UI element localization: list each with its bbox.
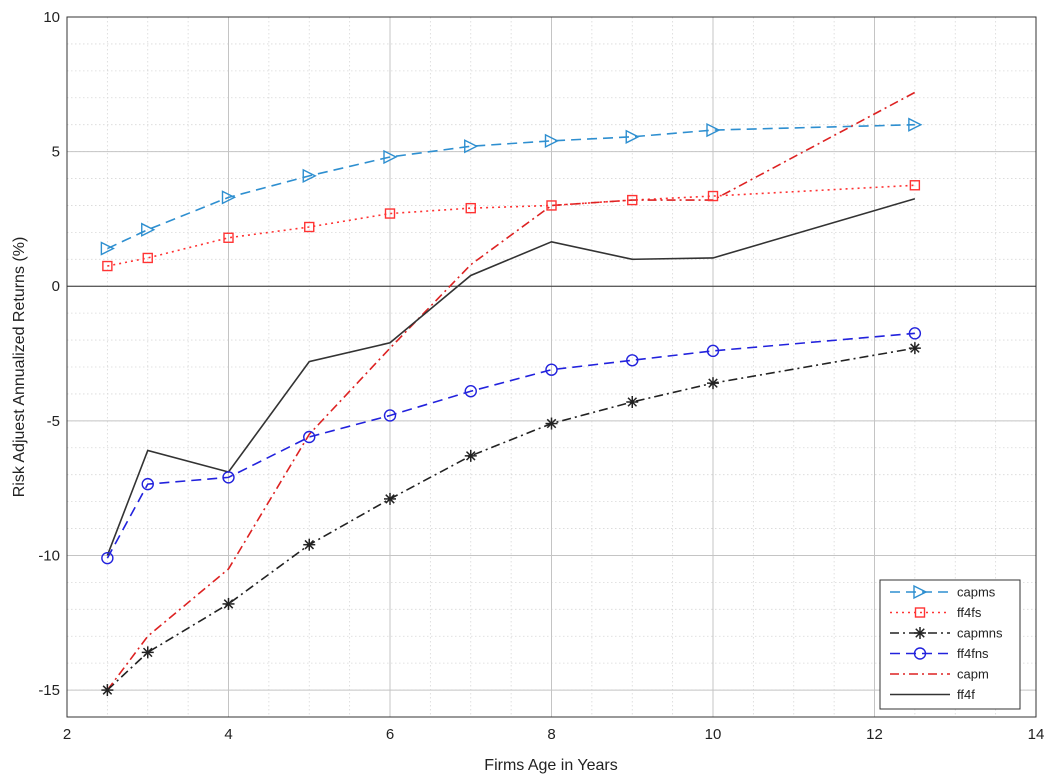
data-point-ff4fs (304, 221, 315, 233)
legend-entry-ff4f: ff4f (890, 687, 975, 702)
legend-label: capmns (957, 626, 1003, 641)
data-point-capmns (101, 684, 114, 697)
series-line-ff4fs (107, 184, 915, 267)
x-tick-label: 6 (386, 726, 394, 743)
data-point-ff4fns (464, 385, 477, 398)
x-axis-title: Firms Age in Years (484, 757, 617, 774)
data-point-capms (100, 241, 115, 256)
data-point-capms (544, 133, 560, 148)
series-line-ff4f (106, 197, 916, 556)
data-point-capmns (908, 342, 921, 355)
data-point-ff4fns (383, 409, 397, 422)
data-point-ff4fs (102, 260, 113, 272)
legend-label: capms (957, 585, 996, 600)
legend-label: capm (957, 667, 989, 682)
data-point-capmns (464, 449, 477, 462)
data-point-ff4fns (908, 327, 922, 340)
data-point-capmns (303, 538, 316, 551)
legend-marker (913, 584, 928, 600)
data-point-ff4fns (141, 477, 154, 491)
data-point-capmns (626, 396, 639, 408)
data-point-capms (464, 139, 479, 154)
legend-entry-capms: capms (890, 585, 996, 600)
x-tick-label: 12 (866, 726, 883, 743)
legend-marker (914, 627, 926, 639)
data-point-ff4fs (707, 190, 719, 202)
x-tick-label: 10 (705, 726, 722, 743)
data-point-capms (383, 149, 398, 165)
legend-marker (914, 607, 926, 618)
data-point-capmns (141, 646, 154, 659)
data-point-ff4fs (909, 180, 921, 191)
y-tick-label: -10 (38, 547, 60, 564)
plot-frame (66, 16, 1037, 718)
x-tick-label: 8 (547, 726, 555, 743)
legend-label: ff4f (957, 687, 975, 702)
legend-box (879, 579, 1021, 710)
data-point-capmns (222, 597, 235, 610)
legend-label: ff4fns (957, 646, 989, 661)
legend: capms ff4fs capmns ff4fns capm ff4f (879, 579, 1021, 710)
data-point-capmns (384, 492, 396, 505)
data-point-capms (706, 122, 721, 138)
legend-entry-ff4fns: ff4fns (890, 646, 989, 661)
data-point-capms (908, 117, 923, 132)
y-tick-label: 5 (52, 144, 60, 161)
data-point-ff4fns (303, 430, 316, 444)
y-tick-label: 0 (52, 278, 60, 295)
data-point-capmns (707, 377, 719, 390)
series-line-capmns (106, 347, 916, 691)
y-tick-label: -15 (38, 682, 60, 699)
y-tick-label: -5 (47, 413, 60, 430)
x-tick-label: 14 (1028, 726, 1045, 743)
data-point-ff4fs (546, 200, 557, 211)
y-axis-title: Risk Adjuest Annualized Returns (%) (11, 237, 28, 498)
legend-entry-capmns: capmns (890, 626, 1003, 641)
data-point-ff4fs (223, 232, 234, 243)
data-point-capmns (545, 417, 558, 430)
y-tick-label: 10 (43, 9, 60, 26)
data-point-capms (302, 168, 317, 183)
data-point-capms (625, 129, 640, 144)
legend-entry-capm: capm (890, 667, 989, 682)
y-tick-labels: -15 -10 -5 0 5 10 (38, 9, 60, 699)
data-point-ff4fs (465, 202, 476, 214)
series-lines (106, 91, 916, 691)
data-point-ff4fns (706, 344, 720, 358)
legend-marker (913, 647, 927, 660)
x-tick-label: 2 (63, 726, 71, 743)
x-tick-label: 4 (224, 726, 232, 743)
legend-entry-ff4fs: ff4fs (890, 605, 982, 620)
data-point-ff4fns (626, 354, 639, 367)
data-point-capms (221, 190, 237, 205)
data-point-ff4fs (627, 194, 638, 206)
series-line-ff4fns (106, 332, 915, 559)
series-line-capms (107, 123, 915, 250)
legend-label: ff4fs (957, 605, 982, 620)
data-point-ff4fs (384, 208, 396, 219)
series-line-capm (106, 91, 916, 691)
series-markers (100, 117, 923, 697)
data-point-ff4fns (545, 363, 558, 376)
x-tick-labels: 2 4 6 8 10 12 14 (63, 726, 1045, 743)
data-point-ff4fns (222, 471, 235, 484)
data-point-ff4fs (142, 252, 153, 264)
data-point-ff4fns (101, 551, 114, 565)
data-point-capms (141, 222, 156, 237)
